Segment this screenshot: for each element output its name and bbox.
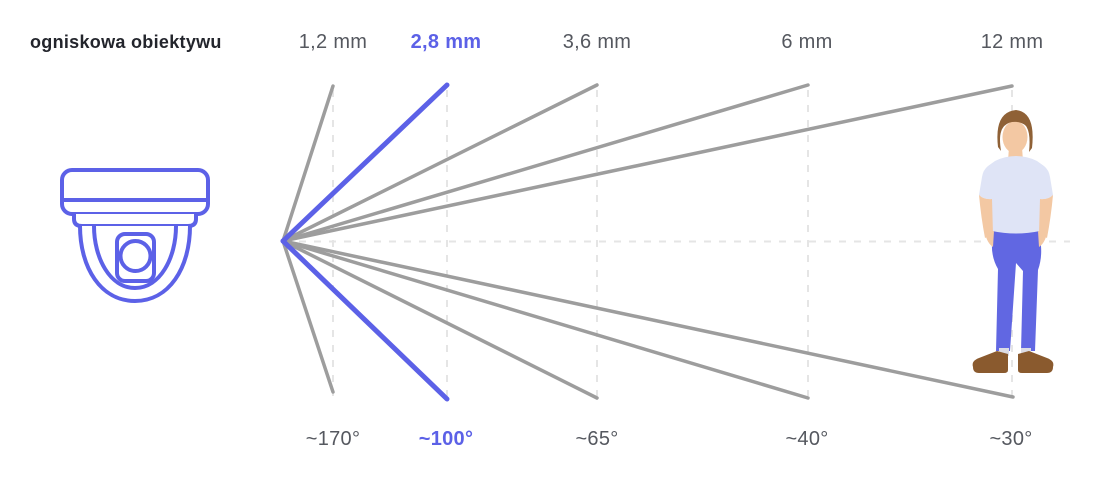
person-hair <box>997 110 1033 152</box>
person-arm-left <box>979 195 993 238</box>
fov-line-1-2mm-lower <box>281 239 335 394</box>
focal-label-6mm: 6 mm <box>781 31 833 53</box>
dome-camera-icon <box>60 168 210 303</box>
person-shoe-right <box>1018 351 1054 373</box>
fov-line-12mm-lower <box>281 239 1015 399</box>
fov-line-3-6mm-lower <box>281 239 599 400</box>
camera-lens <box>118 239 153 273</box>
fov-line-6mm-lower <box>281 239 810 400</box>
fov-line-6mm-upper <box>281 83 810 243</box>
fov-line-2-8mm-upper <box>280 82 450 244</box>
page-title: ogniskowa obiektywu <box>30 32 222 52</box>
camera-dome-inner <box>92 224 178 290</box>
fov-label-40: ~40° <box>785 428 829 450</box>
focal-label-2-8mm: 2,8 mm <box>410 31 482 53</box>
focal-label-12mm: 12 mm <box>980 31 1044 53</box>
person-sock-left <box>999 348 1009 356</box>
fov-label-30: ~30° <box>989 428 1033 450</box>
camera-base <box>60 168 210 216</box>
person-hand-right <box>1038 231 1047 247</box>
focal-label-1-2mm: 1,2 mm <box>298 31 368 53</box>
focal-label-3-6mm: 3,6 mm <box>562 31 632 53</box>
fov-label-100: ~100° <box>418 428 474 450</box>
person-icon <box>972 110 1054 373</box>
fov-label-170: ~170° <box>305 428 361 450</box>
person-shirt <box>979 156 1053 234</box>
person-face <box>1002 121 1028 153</box>
camera-collar <box>72 212 198 228</box>
fov-line-1-2mm-upper <box>281 84 335 243</box>
fov-label-65: ~65° <box>575 428 619 450</box>
person-arm-right <box>1039 195 1053 238</box>
fov-line-2-8mm-lower <box>280 238 450 402</box>
person-hand-left <box>985 231 994 247</box>
fov-line-12mm-upper <box>281 84 1014 243</box>
fov-line-3-6mm-upper <box>281 83 599 243</box>
person-shoe-left <box>972 351 1008 373</box>
person-pants <box>991 226 1042 351</box>
